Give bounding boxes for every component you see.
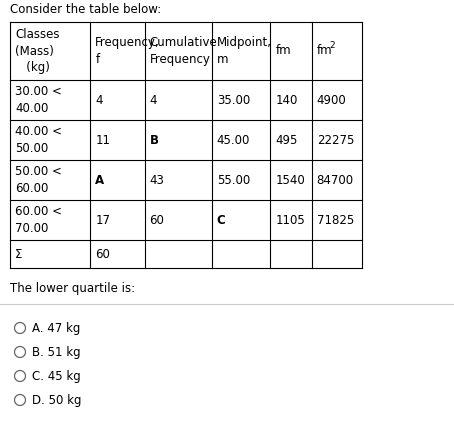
- Text: Σ: Σ: [15, 248, 22, 260]
- Circle shape: [15, 395, 25, 405]
- Text: C: C: [217, 214, 226, 227]
- Text: 60: 60: [95, 248, 110, 260]
- Text: 35.00: 35.00: [217, 94, 250, 106]
- Text: C. 45 kg: C. 45 kg: [32, 370, 81, 383]
- Text: 4: 4: [95, 94, 103, 106]
- Text: 1540: 1540: [276, 173, 305, 187]
- Text: D. 50 kg: D. 50 kg: [32, 394, 82, 407]
- Text: 60.00 <
70.00: 60.00 < 70.00: [15, 205, 62, 235]
- Text: 45.00: 45.00: [217, 133, 250, 146]
- Text: 43: 43: [149, 173, 164, 187]
- Text: A. 47 kg: A. 47 kg: [32, 322, 80, 335]
- Text: fm: fm: [276, 45, 291, 57]
- Text: 40.00 <
50.00: 40.00 < 50.00: [15, 125, 62, 155]
- Text: Cumulative
Frequency: Cumulative Frequency: [149, 36, 217, 66]
- Text: The lower quartile is:: The lower quartile is:: [10, 282, 135, 295]
- Text: fm: fm: [316, 45, 332, 57]
- Text: B. 51 kg: B. 51 kg: [32, 346, 81, 359]
- Text: 4: 4: [149, 94, 157, 106]
- Text: 140: 140: [276, 94, 298, 106]
- Text: 495: 495: [276, 133, 298, 146]
- Text: 11: 11: [95, 133, 110, 146]
- Text: Midpoint,
m: Midpoint, m: [217, 36, 272, 66]
- Text: 84700: 84700: [316, 173, 354, 187]
- Text: 1105: 1105: [276, 214, 305, 227]
- Text: 2: 2: [330, 42, 335, 51]
- Text: 4900: 4900: [316, 94, 346, 106]
- Circle shape: [15, 371, 25, 381]
- Text: Consider the table below:: Consider the table below:: [10, 3, 161, 16]
- Text: 17: 17: [95, 214, 110, 227]
- Text: Classes
(Mass)
   (kg): Classes (Mass) (kg): [15, 28, 59, 74]
- Text: Frequency,
f: Frequency, f: [95, 36, 160, 66]
- Text: 22275: 22275: [316, 133, 354, 146]
- Text: B: B: [149, 133, 158, 146]
- Text: 50.00 <
60.00: 50.00 < 60.00: [15, 165, 62, 195]
- Text: 71825: 71825: [316, 214, 354, 227]
- Text: A: A: [95, 173, 104, 187]
- Text: 60: 60: [149, 214, 164, 227]
- Text: 30.00 <
40.00: 30.00 < 40.00: [15, 85, 62, 115]
- Circle shape: [15, 323, 25, 333]
- Text: 55.00: 55.00: [217, 173, 250, 187]
- Circle shape: [15, 347, 25, 357]
